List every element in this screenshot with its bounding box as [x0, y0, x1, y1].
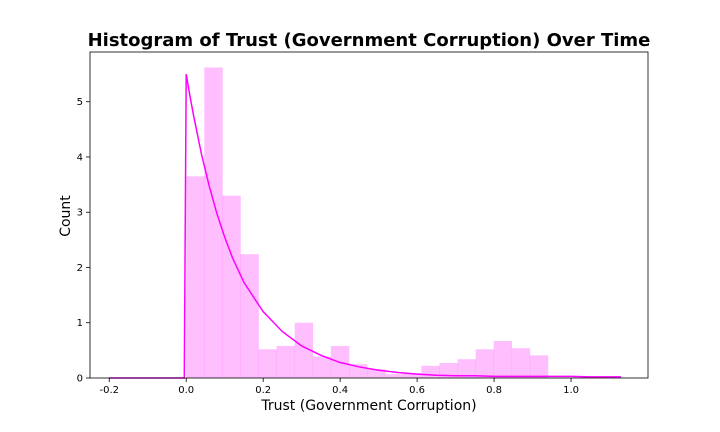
histogram-bar: [475, 349, 494, 378]
histogram-bar: [258, 349, 277, 378]
y-tick-label: 1: [77, 318, 83, 329]
histogram-bar: [385, 374, 404, 378]
x-tick-label: 0.6: [409, 385, 425, 396]
y-tick-label: 3: [77, 208, 83, 219]
histogram-bar: [276, 345, 296, 378]
histogram-bars: [186, 67, 549, 378]
x-tick-label: 0.4: [332, 385, 348, 396]
histogram-bar: [457, 359, 476, 378]
histogram-bar: [493, 340, 513, 378]
histogram-bar: [511, 348, 531, 378]
histogram-bar: [240, 254, 259, 378]
histogram-bar: [421, 365, 440, 378]
fit-curve-line: [109, 73, 622, 379]
x-tick-label: 0.0: [178, 385, 194, 396]
x-tick-label: 0.8: [486, 385, 502, 396]
histogram-bar: [529, 355, 549, 378]
histogram-bar: [403, 373, 422, 378]
histogram-bar: [294, 322, 314, 378]
y-tick-label: 2: [77, 263, 83, 274]
histogram-bar: [222, 195, 241, 378]
fit-curve-layer: [109, 73, 622, 379]
histogram-bar: [186, 176, 205, 378]
y-tick-label: 4: [77, 152, 83, 163]
histogram-bar: [367, 369, 386, 378]
x-axis-label: Trust (Government Corruption): [260, 398, 476, 414]
plot-area-frame: [89, 51, 649, 379]
x-tick-label: -0.2: [99, 385, 119, 396]
histogram-bar: [312, 356, 332, 378]
y-tick-label: 5: [77, 97, 83, 108]
x-tick-label: 0.2: [255, 385, 271, 396]
axis-ticks: -0.2 0.0 0.2 0.4 0.6 0.8 1.0 0 1 2 3 4 5: [77, 97, 579, 396]
chart-title: Histogram of Trust (Government Corruptio…: [88, 30, 651, 51]
histogram-bar: [204, 67, 223, 378]
x-tick-label: 1.0: [563, 385, 579, 396]
y-axis-label: Count: [58, 195, 74, 237]
histogram-bar: [439, 363, 458, 378]
y-tick-label: 0: [77, 374, 83, 385]
